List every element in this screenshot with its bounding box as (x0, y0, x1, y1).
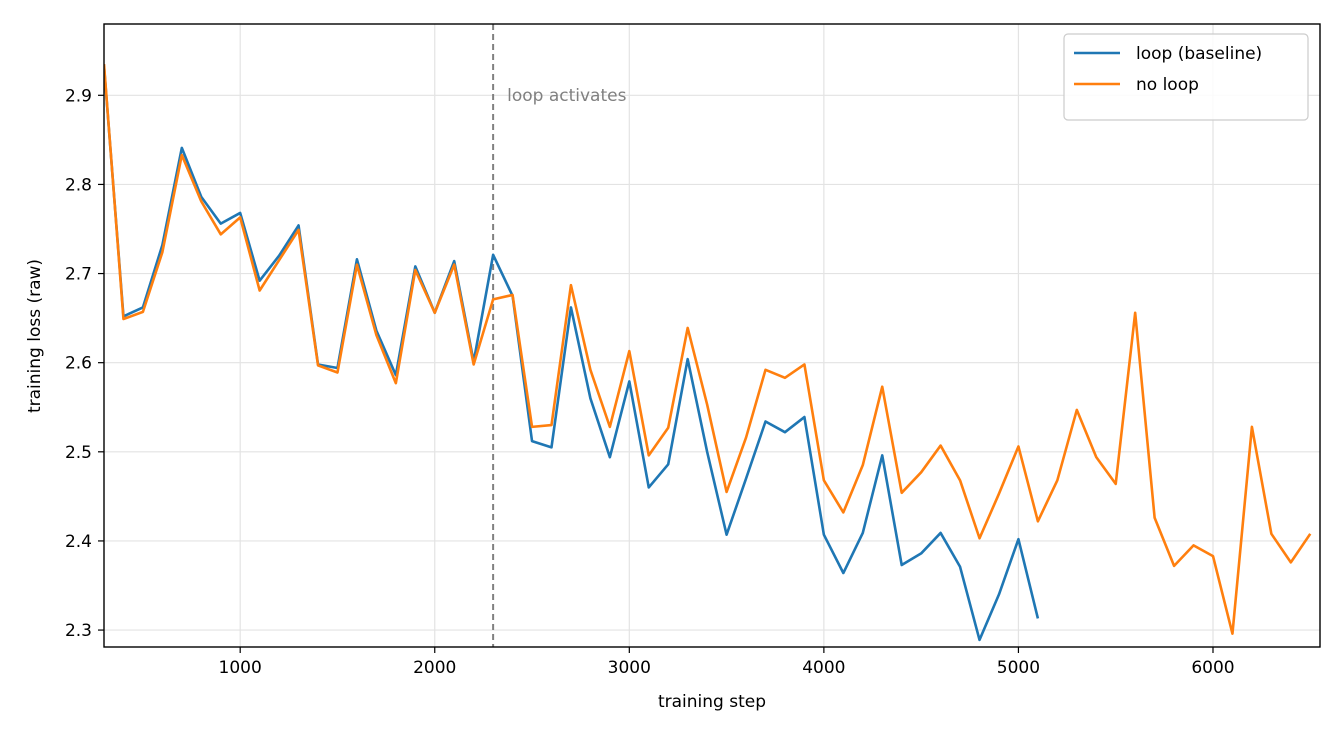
y-tick-label: 2.8 (65, 175, 92, 195)
x-axis-label: training step (658, 692, 766, 712)
y-tick-label: 2.4 (65, 532, 92, 552)
x-tick-label: 6000 (1191, 658, 1234, 678)
legend-box (1063, 33, 1309, 121)
y-tick-label: 2.9 (65, 86, 92, 106)
plot-frame (103, 23, 1321, 648)
annotation-text: loop activates (507, 86, 626, 106)
y-tick-label: 2.6 (65, 354, 92, 374)
x-tick-label: 2000 (413, 658, 456, 678)
series-line (104, 64, 1312, 635)
legend-label: loop (baseline) (1136, 44, 1262, 64)
x-tick-label: 3000 (608, 658, 651, 678)
x-tick-label: 4000 (802, 658, 845, 678)
legend-label: no loop (1136, 75, 1199, 95)
y-tick-label: 2.7 (65, 265, 92, 285)
x-tick-label: 5000 (997, 658, 1040, 678)
y-axis-label: training loss (raw) (25, 259, 45, 413)
y-tick-label: 2.5 (65, 443, 92, 463)
series-line (104, 65, 1040, 642)
x-tick-label: 1000 (219, 658, 262, 678)
y-tick-label: 2.3 (65, 621, 92, 641)
